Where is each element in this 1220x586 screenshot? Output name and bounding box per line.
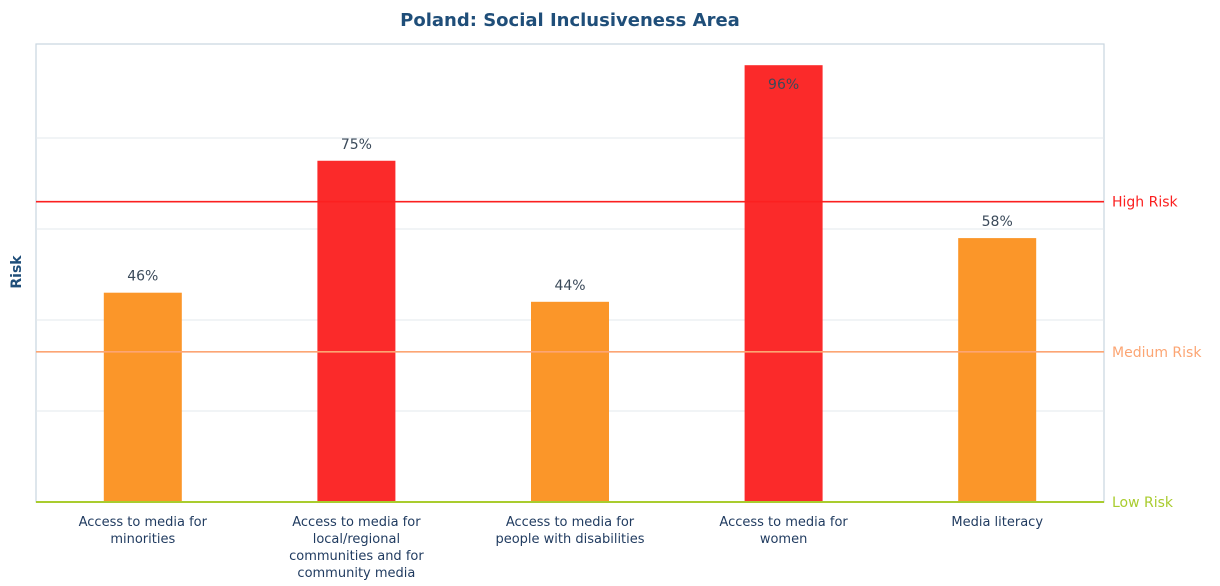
y-axis-label: Risk: [9, 255, 25, 289]
bar-value-label: 44%: [554, 278, 585, 294]
value-labels: 46% 75% 44% 96% 58%: [127, 77, 1013, 294]
category-tick-label: Access to media for minorities: [79, 515, 208, 547]
threshold-label: Medium Risk: [1112, 345, 1202, 361]
bar: [317, 160, 396, 502]
category-tick-label: Access to media for local/regional communi…: [289, 515, 424, 581]
bar: [744, 65, 823, 502]
bar-value-label: 96%: [768, 77, 799, 93]
bar-value-label: 75%: [341, 137, 372, 153]
risk-thresholds: High Risk Medium Risk Low Risk: [36, 195, 1202, 511]
bar-value-label: 58%: [982, 214, 1013, 230]
chart-title: Poland: Social Inclusiveness Area: [400, 10, 740, 31]
category-tick-label: Access to media for women: [719, 515, 848, 547]
category-tick-label: Media literacy: [951, 515, 1043, 530]
bars: [103, 65, 1037, 502]
bar: [958, 238, 1037, 502]
category-tick-label: Access to media for people with disabilit…: [495, 515, 644, 547]
category-labels: Access to media for minorities Access to m…: [79, 515, 1044, 581]
bar: [103, 292, 182, 502]
bar-value-label: 46%: [127, 269, 158, 285]
threshold-label: High Risk: [1112, 195, 1179, 211]
threshold-label: Low Risk: [1112, 495, 1174, 511]
bar: [531, 301, 609, 502]
